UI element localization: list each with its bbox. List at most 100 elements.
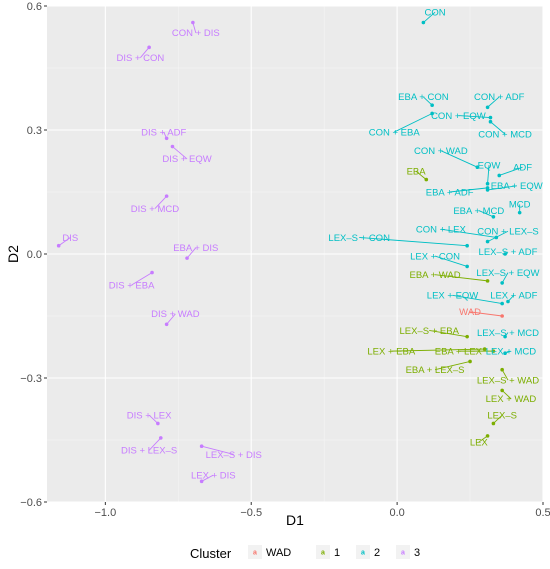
point-eqw (485, 181, 490, 186)
leader-eba-mcd (478, 210, 494, 218)
x-tick-label: 0.0 (389, 507, 404, 519)
point-lex-s-adf (503, 252, 507, 256)
label-con-lex: CON + LEX (416, 225, 467, 236)
y-axis-ticks: −0.6 −0.3 0.0 0.3 0.6 (20, 1, 47, 509)
point-dis-lex (156, 421, 160, 426)
leader-eba-eqw (487, 185, 517, 191)
legend-label-3: 3 (414, 547, 420, 559)
point-lex-wad (500, 388, 504, 393)
point-con-lex-s (485, 239, 490, 244)
label-eqw: EQW (478, 160, 501, 171)
point-eba-lex (491, 349, 496, 353)
point-eba-eqw (485, 188, 490, 192)
label-leader-lines (58, 11, 523, 482)
leader-dis (58, 237, 71, 247)
point-lex-adf (506, 299, 510, 304)
y-tick-label: 0.0 (27, 249, 42, 261)
point-wad (500, 314, 504, 318)
point-adf (497, 173, 502, 178)
leader-eba-wad (434, 274, 488, 282)
label-lex-s-con: LEX–S + CON (328, 233, 390, 244)
point-eba-wad (485, 279, 490, 283)
label-con-eba: CON + EBA (369, 127, 421, 138)
label-dis-mcd: DIS + MCD (131, 204, 179, 215)
leader-con (423, 11, 436, 23)
point-dis (56, 243, 61, 248)
x-axis-ticks: −1.0 −0.5 0.0 0.5 (94, 502, 550, 519)
label-eba-eqw: EBA + EQW (491, 181, 543, 192)
label-dis-eba: DIS + EBA (109, 280, 155, 291)
leader-lex-s-con (359, 237, 468, 247)
point-lex (485, 434, 490, 438)
y-tick-label: −0.6 (20, 497, 42, 509)
label-con-wad: CON + WAD (414, 146, 468, 157)
label-eba-con: EBA + CON (398, 92, 449, 103)
gridlines (47, 5, 544, 503)
leader-eba-adf (449, 187, 488, 193)
point-lex-s-mcd (503, 334, 507, 339)
label-lex-wad: LEX + WAD (486, 394, 537, 405)
leader-eba-lex-s (434, 361, 471, 371)
leader-lex-wad (501, 390, 512, 399)
legend-key-glyph: a (253, 550, 257, 557)
label-dis-lex-s: DIS + LEX–S (121, 446, 177, 457)
point-con-eqw (488, 115, 493, 120)
point-con-wad (475, 165, 480, 169)
legend-label-WAD: WAD (266, 547, 291, 559)
label-eba: EBA (407, 167, 427, 178)
x-tick-label: 0.5 (535, 507, 550, 519)
point-con-lex (494, 235, 499, 240)
label-eba-dis: EBA + DIS (173, 243, 218, 254)
leader-con-eba (394, 113, 433, 133)
legend-title: Cluster (190, 546, 232, 561)
legend-label-1: 1 (334, 547, 340, 559)
legend-key-glyph: a (361, 550, 365, 557)
point-dis-mcd (164, 194, 169, 198)
point-lex-s-dis (199, 444, 204, 449)
legend-key-2 (356, 545, 370, 559)
legend-key-glyph: a (321, 550, 325, 557)
leader-lex-s-wad (501, 369, 509, 381)
leader-eqw (487, 165, 490, 184)
point-dis-lex-s (158, 436, 163, 440)
leader-dis-mcd (154, 195, 167, 209)
leader-lex-s-dis (201, 445, 234, 455)
point-eba-dis (185, 256, 189, 260)
leader-dis-lex-s (148, 437, 162, 451)
data-points (56, 20, 522, 484)
label-lex-mcd: LEX + MCD (486, 346, 537, 357)
leader-lex-s-eba (429, 330, 468, 338)
leader-eba (415, 170, 427, 180)
point-con-adf (485, 105, 490, 110)
point-lex-dis (199, 479, 204, 484)
leader-dis-con (140, 47, 150, 58)
label-con: CON (424, 8, 445, 19)
x-axis-title: D1 (286, 512, 304, 528)
label-eba-mcd: EBA + MCD (453, 206, 504, 217)
leader-con-lex (440, 228, 497, 238)
label-con-lex-s: CON + LEX–S (477, 227, 539, 238)
label-lex-s-eqw: LEX–S + EQW (476, 268, 539, 279)
leader-lex-dis (201, 474, 214, 482)
label-dis-con: DIS + CON (116, 53, 164, 64)
point-con (421, 20, 426, 25)
y-tick-label: 0.6 (27, 1, 42, 13)
label-lex-s-adf: LEX–S + ADF (479, 247, 538, 258)
legend-label-2: 2 (374, 547, 380, 559)
leader-dis-lex (148, 414, 159, 424)
point-lex-con (465, 264, 469, 269)
point-eba-con (430, 103, 434, 107)
point-con-eba (430, 111, 434, 116)
point-eba (424, 177, 429, 182)
legend: Cluster a WAD a 1 a 2 a 3 (190, 545, 420, 561)
leader-adf (499, 166, 523, 176)
label-adf: ADF (513, 163, 532, 174)
label-lex-s: LEX–S (487, 411, 517, 422)
point-lex-mcd (503, 351, 507, 356)
label-lex-s-wad: LEX–S + WAD (477, 375, 539, 386)
label-lex-eqw: LEX + EQW (427, 291, 479, 302)
leader-dis-wad (166, 313, 176, 325)
point-labels: CON EBA + CON CON + ADF CON + EQW CON + EBA C… (62, 8, 542, 482)
leader-con-wad (440, 150, 478, 168)
point-lex-s (491, 421, 496, 426)
